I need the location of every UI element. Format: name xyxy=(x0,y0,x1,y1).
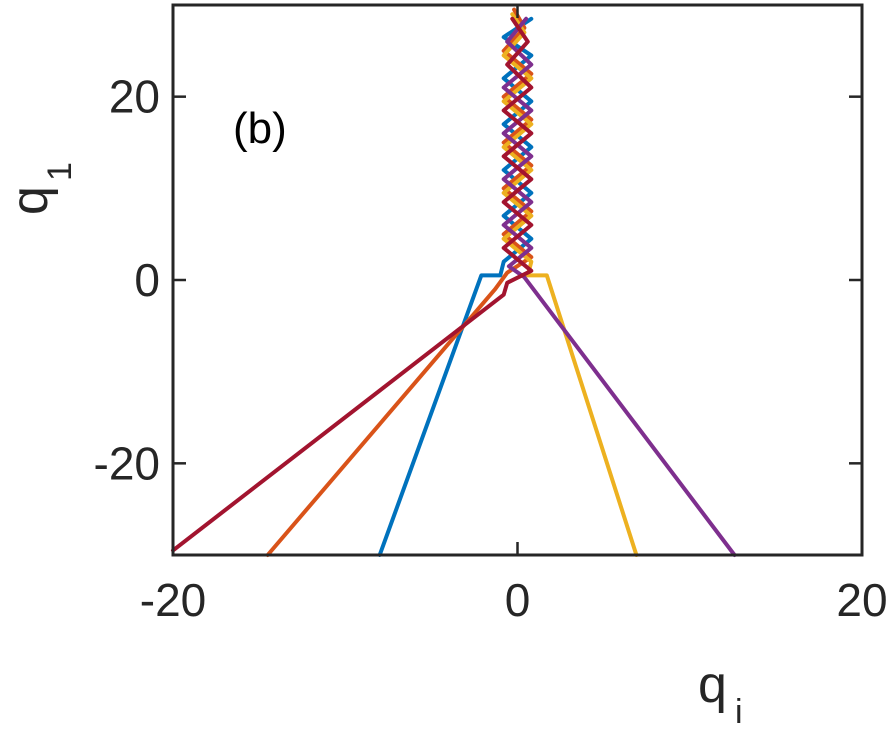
x-axis-label: q i xyxy=(698,656,743,729)
x-axis-label-sub: i xyxy=(735,693,743,729)
y-tick-label: 0 xyxy=(134,254,160,306)
x-tick-label: 0 xyxy=(505,574,531,626)
y-tick-label: 20 xyxy=(109,71,160,123)
y-axis-label-base: q xyxy=(1,186,59,215)
tick-layer: -20 0 20 -20 0 20 xyxy=(94,5,888,626)
y-axis-label: q 1 xyxy=(1,162,79,215)
y-tick-label: -20 xyxy=(94,437,160,489)
series-line-1 xyxy=(377,16,534,557)
x-tick-label: -20 xyxy=(140,574,206,626)
y-axis-label-sub: 1 xyxy=(41,162,79,181)
panel-label: (b) xyxy=(233,104,287,153)
series-line-5 xyxy=(171,16,534,553)
x-tick-label: 20 xyxy=(836,574,887,626)
x-axis-label-base: q xyxy=(698,656,727,714)
series-layer xyxy=(171,7,737,557)
